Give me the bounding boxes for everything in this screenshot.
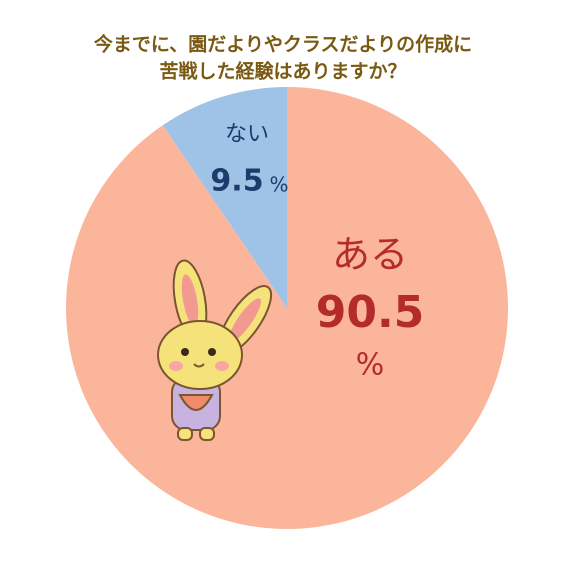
- value-label: 90.5: [316, 287, 425, 338]
- value-label: 9.5: [210, 164, 263, 199]
- chart-title: 今までに、園だよりやクラスだよりの作成に: [93, 33, 472, 56]
- rabbit-illustration: [157, 259, 273, 441]
- unit-label: %: [269, 173, 288, 197]
- pie: [65, 87, 508, 529]
- category-label: ある: [332, 233, 408, 277]
- category-label: ない: [225, 122, 269, 147]
- pie-slice: [162, 87, 287, 308]
- chart-title: 苦戦した経験はありますか？: [159, 60, 406, 83]
- unit-label: %: [356, 348, 385, 383]
